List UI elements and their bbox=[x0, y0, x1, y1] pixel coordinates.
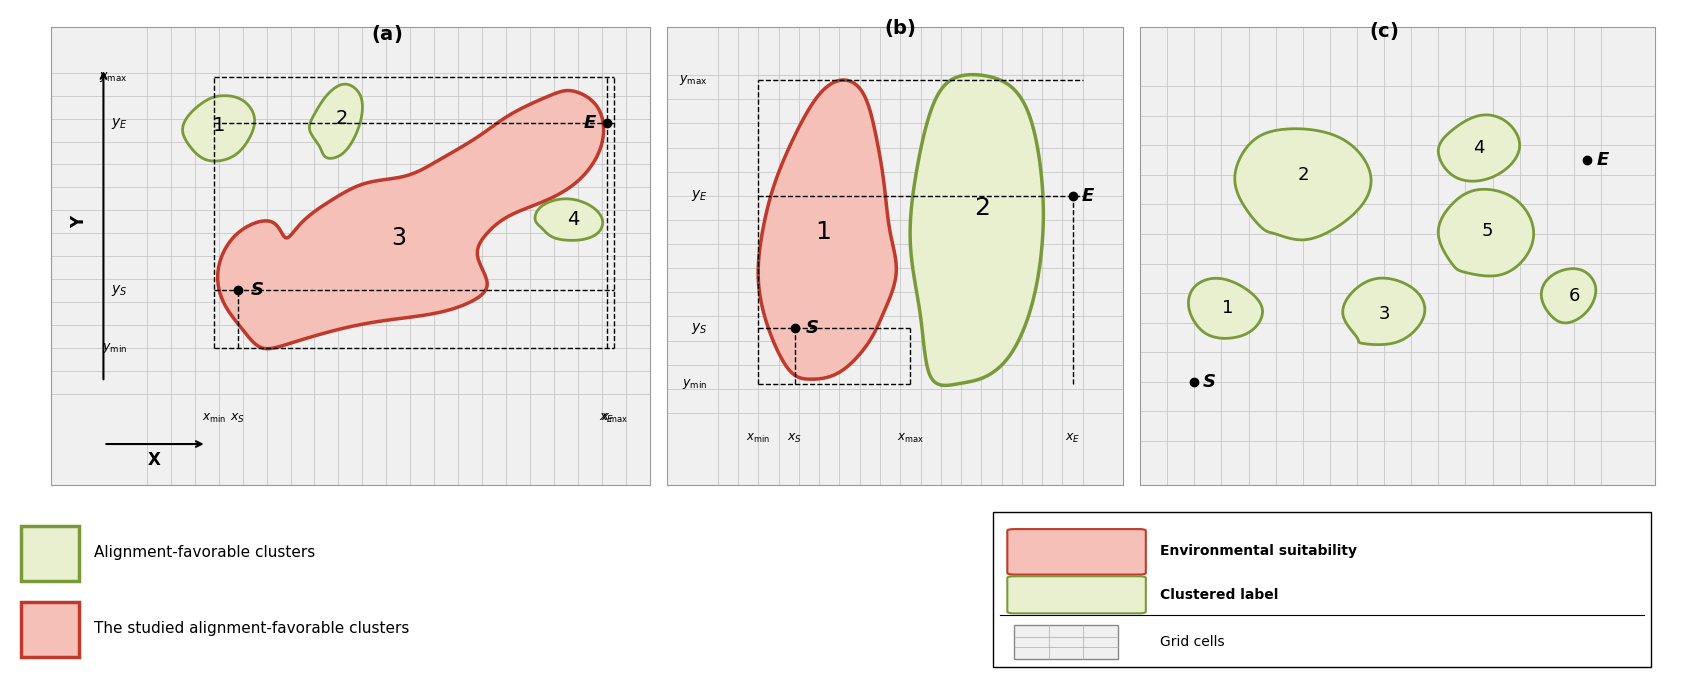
Text: Environmental suitability: Environmental suitability bbox=[1160, 544, 1356, 558]
Text: X: X bbox=[147, 451, 160, 469]
Polygon shape bbox=[218, 90, 603, 348]
Text: $y_{\rm max}$: $y_{\rm max}$ bbox=[679, 73, 708, 87]
Polygon shape bbox=[1235, 129, 1371, 240]
Text: $\mathit{4}$: $\mathit{4}$ bbox=[1473, 140, 1485, 157]
Polygon shape bbox=[1542, 269, 1596, 323]
Bar bbox=[20, 601, 78, 657]
Text: $\boldsymbol{E}$: $\boldsymbol{E}$ bbox=[583, 114, 598, 132]
Polygon shape bbox=[309, 84, 363, 158]
Text: $\boldsymbol{E}$: $\boldsymbol{E}$ bbox=[1081, 187, 1094, 205]
Text: The studied alignment-favorable clusters: The studied alignment-favorable clusters bbox=[95, 621, 410, 636]
Text: $\mathit{1}$: $\mathit{1}$ bbox=[1221, 299, 1233, 317]
Text: $\mathit{3}$: $\mathit{3}$ bbox=[390, 226, 405, 250]
Polygon shape bbox=[910, 75, 1044, 386]
Text: $\boldsymbol{S}$: $\boldsymbol{S}$ bbox=[250, 282, 263, 299]
Text: $\mathit{1}$: $\mathit{1}$ bbox=[816, 220, 831, 244]
FancyBboxPatch shape bbox=[1007, 529, 1145, 574]
Polygon shape bbox=[1189, 278, 1262, 338]
Text: $\mathit{1}$: $\mathit{1}$ bbox=[213, 116, 225, 135]
Polygon shape bbox=[1439, 189, 1534, 276]
Text: $\mathit{2}$: $\mathit{2}$ bbox=[1297, 166, 1309, 184]
Text: $\boldsymbol{x_E}$: $\boldsymbol{x_E}$ bbox=[600, 412, 615, 425]
Text: Clustered label: Clustered label bbox=[1160, 588, 1279, 602]
Text: $x_{\rm max}$: $x_{\rm max}$ bbox=[897, 432, 924, 446]
Polygon shape bbox=[758, 80, 897, 379]
Text: $\mathbf{(c)}$: $\mathbf{(c)}$ bbox=[1370, 20, 1398, 42]
Polygon shape bbox=[1343, 278, 1426, 344]
Text: $x_{\rm min}$: $x_{\rm min}$ bbox=[747, 432, 770, 446]
Text: $\boldsymbol{S}$: $\boldsymbol{S}$ bbox=[806, 319, 819, 338]
Polygon shape bbox=[1439, 115, 1520, 181]
Text: $\boldsymbol{x_S}$: $\boldsymbol{x_S}$ bbox=[230, 412, 245, 425]
Text: $y_{\rm max}$: $y_{\rm max}$ bbox=[100, 70, 127, 84]
Text: $\boldsymbol{y_S}$: $\boldsymbol{y_S}$ bbox=[111, 283, 127, 298]
Text: $\mathit{2}$: $\mathit{2}$ bbox=[973, 196, 990, 220]
Text: $\boldsymbol{E}$: $\boldsymbol{E}$ bbox=[1596, 151, 1610, 169]
Text: $\mathit{6}$: $\mathit{6}$ bbox=[1567, 287, 1579, 305]
Polygon shape bbox=[182, 96, 255, 161]
Text: $\mathit{5}$: $\mathit{5}$ bbox=[1481, 222, 1493, 240]
Text: $\boldsymbol{S}$: $\boldsymbol{S}$ bbox=[1203, 373, 1216, 391]
Polygon shape bbox=[535, 199, 603, 241]
Text: $\mathbf{(a)}$: $\mathbf{(a)}$ bbox=[372, 24, 402, 45]
Text: Grid cells: Grid cells bbox=[1160, 635, 1225, 649]
Text: $\boldsymbol{y_E}$: $\boldsymbol{y_E}$ bbox=[691, 188, 708, 204]
Text: $\mathit{4}$: $\mathit{4}$ bbox=[568, 210, 581, 229]
Text: $y_{\rm min}$: $y_{\rm min}$ bbox=[101, 341, 127, 355]
Text: $\mathit{3}$: $\mathit{3}$ bbox=[1378, 305, 1390, 323]
Bar bbox=[20, 526, 78, 581]
Text: $x_{\rm min}$: $x_{\rm min}$ bbox=[201, 412, 226, 425]
FancyBboxPatch shape bbox=[1007, 576, 1145, 613]
Text: $\boldsymbol{x_S}$: $\boldsymbol{x_S}$ bbox=[787, 432, 802, 446]
Text: Y: Y bbox=[71, 216, 88, 228]
Text: $\boldsymbol{y_E}$: $\boldsymbol{y_E}$ bbox=[111, 116, 127, 131]
Text: $\mathbf{(b)}$: $\mathbf{(b)}$ bbox=[883, 17, 917, 39]
Text: Alignment-favorable clusters: Alignment-favorable clusters bbox=[95, 545, 316, 560]
Text: $\mathit{2}$: $\mathit{2}$ bbox=[334, 109, 346, 128]
Text: $x_{\rm max}$: $x_{\rm max}$ bbox=[601, 412, 628, 425]
Text: $\boldsymbol{x_E}$: $\boldsymbol{x_E}$ bbox=[1064, 432, 1081, 446]
Text: $\boldsymbol{y_S}$: $\boldsymbol{y_S}$ bbox=[691, 321, 708, 336]
Text: $y_{\rm min}$: $y_{\rm min}$ bbox=[682, 377, 708, 391]
